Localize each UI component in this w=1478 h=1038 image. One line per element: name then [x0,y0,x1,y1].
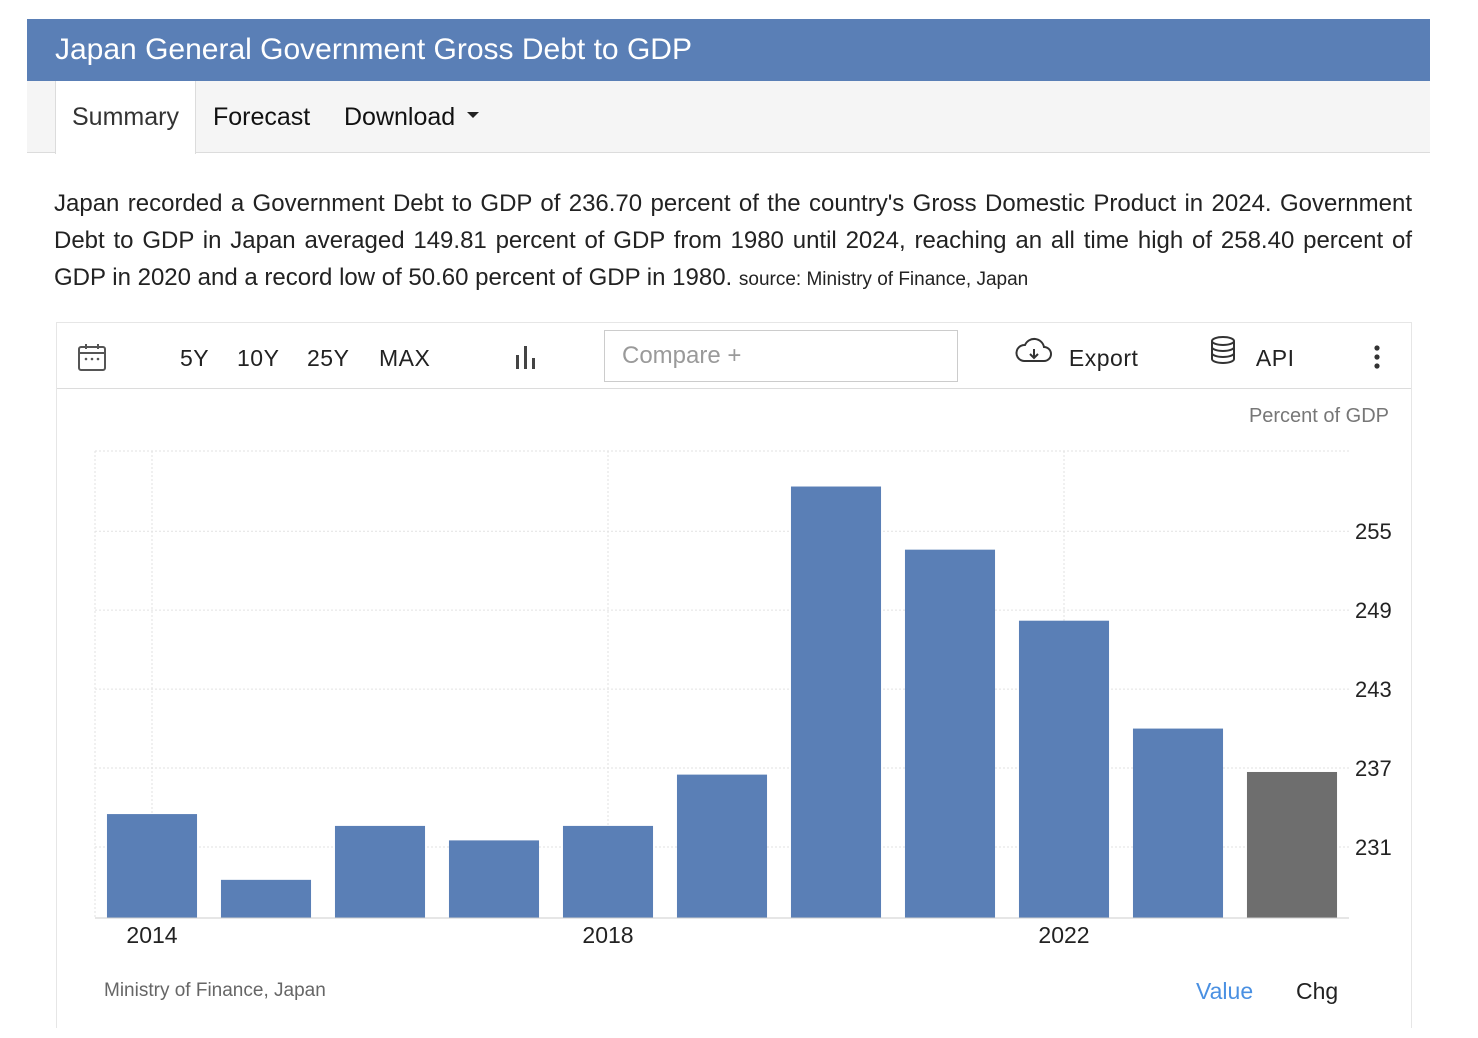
export-button[interactable]: Export [1014,323,1138,389]
compare-input[interactable]: Compare + [604,330,958,382]
range-max-button[interactable]: MAX [379,345,431,371]
unit-label: Percent of GDP [1248,405,1389,427]
tab-forecast[interactable]: Forecast [213,103,311,131]
y-tick-label: 231 [1355,835,1392,860]
bar-2015 [220,879,312,918]
y-tick-label: 249 [1355,598,1392,623]
chart-toolbar: 5Y 10Y 25Y MAX Compare + [57,323,1411,389]
bar-2017 [448,840,540,918]
x-tick-label: 2018 [582,922,633,948]
bar-2021 [904,549,996,918]
caret-down-icon [467,112,480,119]
x-tick-label: 2014 [126,922,177,948]
bar-2020 [790,486,882,918]
chart-type-icon[interactable] [514,343,540,371]
description-source: source: Ministry of Finance, Japan [738,269,1029,290]
range-5y-button[interactable]: 5Y [180,345,210,371]
y-tick-label: 243 [1355,677,1392,702]
range-25y-button[interactable]: 25Y [307,345,350,371]
more-options-icon[interactable] [1367,344,1387,370]
value-toggle[interactable]: Value [1196,978,1254,1004]
bar-2019 [676,774,768,918]
range-10y-button[interactable]: 10Y [237,345,280,371]
api-label: API [1255,345,1295,371]
tab-download[interactable]: Download [344,81,480,153]
page-title: Japan General Government Gross Debt to G… [27,19,1430,81]
api-button[interactable]: API [1209,323,1294,389]
y-tick-label: 255 [1355,519,1392,544]
calendar-icon[interactable] [77,342,107,372]
bar-chart: 231 237 243 249 255 2014 2018 2022 [94,450,1392,948]
bar-2018 [562,825,654,918]
bar-2023 [1132,728,1224,918]
tab-bar: Summary Forecast Download [27,81,1430,154]
chart-panel: 5Y 10Y 25Y MAX Compare + [56,322,1412,1028]
chart-source: Ministry of Finance, Japan [104,980,326,1001]
bar-2014 [106,814,198,918]
description-text: Japan recorded a Government Debt to GDP … [54,190,1412,291]
bar-2024 [1246,771,1338,918]
database-icon [1209,322,1237,392]
tab-download-label: Download [344,103,456,131]
export-label: Export [1068,345,1139,371]
cloud-download-icon [1014,322,1054,392]
bar-2022 [1018,620,1110,918]
tab-summary[interactable]: Summary [55,81,196,154]
x-tick-label: 2022 [1038,922,1089,948]
y-tick-label: 237 [1355,756,1392,781]
chg-toggle[interactable]: Chg [1296,978,1339,1004]
description: Japan recorded a Government Debt to GDP … [54,185,1412,298]
bar-2016 [334,825,426,918]
